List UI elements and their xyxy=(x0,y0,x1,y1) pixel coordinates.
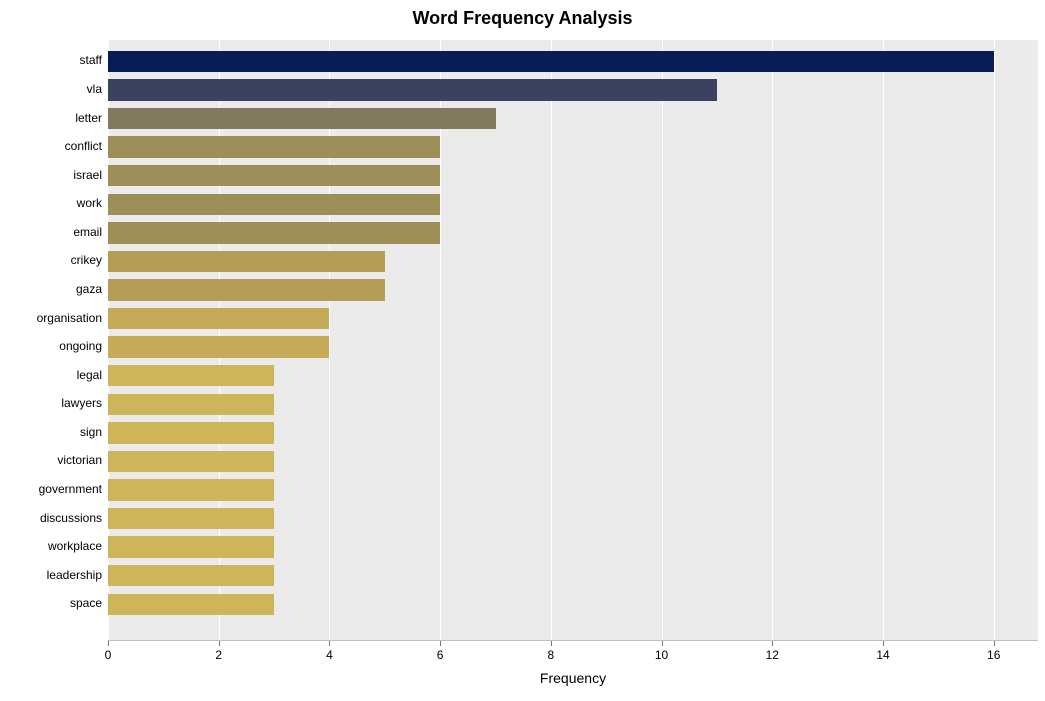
chart-container: Word Frequency Analysis staff vla letter co… xyxy=(0,0,1045,701)
bar xyxy=(108,422,274,443)
bar xyxy=(108,51,994,72)
x-tick-label: 12 xyxy=(766,648,779,662)
y-tick-label: letter xyxy=(75,111,102,125)
bar xyxy=(108,508,274,529)
bar xyxy=(108,279,385,300)
chart-title: Word Frequency Analysis xyxy=(0,8,1045,29)
gridline xyxy=(994,40,995,640)
bar xyxy=(108,451,274,472)
y-tick-label: work xyxy=(77,196,102,210)
y-tick-label: vla xyxy=(87,82,102,96)
x-tick-label: 6 xyxy=(437,648,444,662)
x-tick-label: 4 xyxy=(326,648,333,662)
y-tick-label: conflict xyxy=(65,139,102,153)
y-tick-label: government xyxy=(39,482,102,496)
bar xyxy=(108,594,274,615)
plot-area xyxy=(108,40,1038,640)
x-tick-label: 0 xyxy=(105,648,112,662)
gridline xyxy=(551,40,552,640)
x-tick-label: 2 xyxy=(215,648,222,662)
bar xyxy=(108,222,440,243)
y-tick-label: organisation xyxy=(37,311,102,325)
gridline xyxy=(662,40,663,640)
bar xyxy=(108,79,717,100)
gridline xyxy=(883,40,884,640)
y-tick-label: workplace xyxy=(48,539,102,553)
y-tick-label: staff xyxy=(80,53,102,67)
x-tick-label: 16 xyxy=(987,648,1000,662)
bar xyxy=(108,479,274,500)
gridline xyxy=(440,40,441,640)
gridline xyxy=(329,40,330,640)
x-tick-label: 8 xyxy=(548,648,555,662)
bar xyxy=(108,165,440,186)
y-tick-label: ongoing xyxy=(59,339,102,353)
y-tick-label: gaza xyxy=(76,282,102,296)
y-tick-label: space xyxy=(70,596,102,610)
bar xyxy=(108,194,440,215)
bar xyxy=(108,251,385,272)
y-tick-label: discussions xyxy=(40,511,102,525)
gridline xyxy=(772,40,773,640)
y-tick-label: sign xyxy=(80,425,102,439)
y-tick-label: crikey xyxy=(71,253,102,267)
x-tick-label: 10 xyxy=(655,648,668,662)
y-tick-label: victorian xyxy=(57,453,102,467)
bar xyxy=(108,565,274,586)
x-tick-label: 14 xyxy=(876,648,889,662)
bar xyxy=(108,136,440,157)
bar xyxy=(108,336,329,357)
y-tick-label: email xyxy=(73,225,102,239)
bar xyxy=(108,108,496,129)
bar xyxy=(108,308,329,329)
y-tick-label: legal xyxy=(77,368,102,382)
bar xyxy=(108,536,274,557)
bar xyxy=(108,394,274,415)
bar xyxy=(108,365,274,386)
y-tick-label: lawyers xyxy=(61,396,102,410)
y-tick-label: leadership xyxy=(47,568,102,582)
x-axis-title: Frequency xyxy=(108,670,1038,686)
y-tick-label: israel xyxy=(73,168,102,182)
x-axis-line xyxy=(108,640,1038,641)
